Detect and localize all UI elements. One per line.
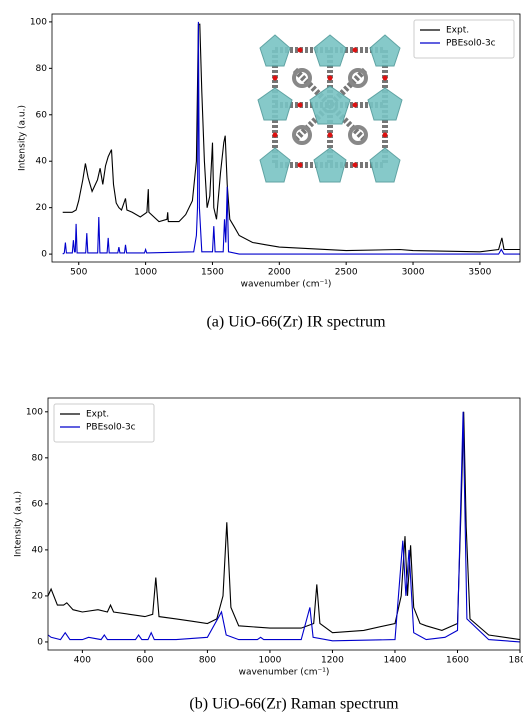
x-tick-label: 1500 (201, 268, 224, 278)
x-tick-label: 800 (199, 656, 216, 666)
x-axis-label: wavenumber (cm⁻¹) (241, 280, 332, 290)
x-tick-label: 1200 (321, 656, 344, 666)
x-tick-label: 2500 (335, 268, 358, 278)
y-tick-label: 80 (32, 453, 44, 463)
y-tick-label: 40 (36, 157, 48, 167)
x-tick-label: 3000 (402, 268, 425, 278)
y-axis-label: Intensity (a.u.) (18, 105, 28, 171)
y-tick-label: 0 (41, 250, 47, 260)
x-tick-label: 1600 (446, 656, 469, 666)
x-tick-label: 500 (70, 268, 87, 278)
y-tick-label: 60 (36, 110, 48, 120)
x-tick-label: 2000 (268, 268, 291, 278)
y-tick-label: 0 (37, 637, 43, 647)
x-tick-label: 1000 (134, 268, 157, 278)
x-tick-label: 1000 (258, 656, 281, 666)
x-tick-label: 600 (136, 656, 153, 666)
spectrum-line (48, 412, 520, 640)
x-tick-label: 3500 (468, 268, 491, 278)
y-tick-label: 20 (36, 203, 48, 213)
y-tick-label: 60 (32, 499, 44, 509)
y-tick-label: 80 (36, 64, 48, 74)
legend-label: Expt. (446, 26, 469, 36)
structure-inset (258, 35, 402, 182)
y-tick-label: 20 (32, 591, 44, 601)
caption: (b) UiO-66(Zr) Raman spectrum (189, 696, 399, 713)
y-tick-label: 100 (30, 17, 47, 27)
legend-label: PBEsol0-3c (86, 423, 136, 433)
y-tick-label: 100 (26, 407, 43, 417)
octahedra (258, 35, 402, 182)
caption: (a) UiO-66(Zr) IR spectrum (206, 314, 386, 331)
legend-label: Expt. (86, 410, 109, 420)
legend-label: PBEsol0-3c (446, 39, 496, 49)
spectrum-line (48, 412, 520, 642)
y-tick-label: 40 (32, 545, 44, 555)
y-axis-label: Intensity (a.u.) (14, 491, 24, 557)
x-tick-label: 1400 (384, 656, 407, 666)
x-axis-label: wavenumber (cm⁻¹) (239, 668, 330, 678)
x-tick-label: 400 (74, 656, 91, 666)
figure: 500100015002000250030003500020406080100w… (0, 0, 523, 720)
